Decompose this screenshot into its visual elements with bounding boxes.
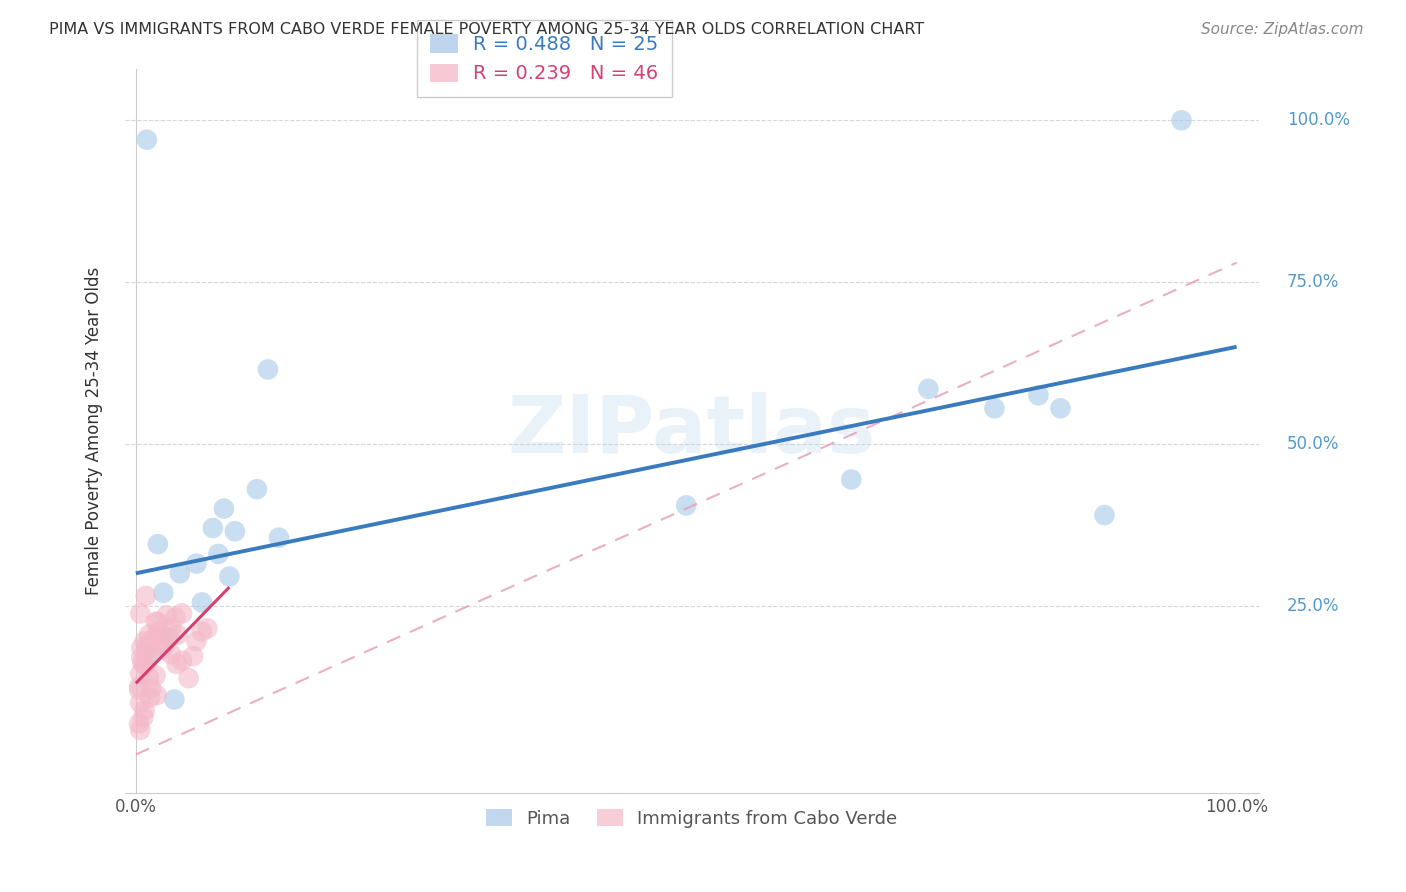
Point xyxy=(145,688,167,702)
Point xyxy=(145,668,167,682)
Point xyxy=(257,362,280,376)
Point xyxy=(170,607,193,621)
Point xyxy=(153,639,176,653)
Point xyxy=(156,608,179,623)
Point xyxy=(212,501,235,516)
Point xyxy=(135,589,157,603)
Point xyxy=(135,640,157,655)
Text: 75.0%: 75.0% xyxy=(1286,273,1340,291)
Point xyxy=(224,524,246,539)
Point xyxy=(160,647,183,661)
Point xyxy=(177,671,200,685)
Point xyxy=(1170,113,1192,128)
Point xyxy=(181,649,204,664)
Point xyxy=(141,647,163,661)
Point xyxy=(135,133,157,147)
Point xyxy=(207,547,229,561)
Text: 50.0%: 50.0% xyxy=(1286,435,1340,453)
Point xyxy=(138,670,160,684)
Point xyxy=(135,642,157,657)
Point xyxy=(134,704,156,718)
Point xyxy=(1094,508,1116,522)
Point xyxy=(146,615,169,629)
Point xyxy=(146,537,169,551)
Point xyxy=(163,692,186,706)
Point xyxy=(149,624,172,639)
Point xyxy=(169,566,191,581)
Point xyxy=(131,656,153,670)
Point xyxy=(141,632,163,647)
Point xyxy=(128,682,150,697)
Point xyxy=(139,690,162,705)
Point xyxy=(191,624,214,639)
Text: 25.0%: 25.0% xyxy=(1286,597,1340,615)
Point xyxy=(1049,401,1071,416)
Point xyxy=(191,595,214,609)
Point xyxy=(983,401,1005,416)
Point xyxy=(165,610,187,624)
Point xyxy=(129,723,152,737)
Text: PIMA VS IMMIGRANTS FROM CABO VERDE FEMALE POVERTY AMONG 25-34 YEAR OLDS CORRELAT: PIMA VS IMMIGRANTS FROM CABO VERDE FEMAL… xyxy=(49,22,925,37)
Y-axis label: Female Poverty Among 25-34 Year Olds: Female Poverty Among 25-34 Year Olds xyxy=(86,267,103,595)
Point xyxy=(136,654,159,668)
Point xyxy=(186,557,208,571)
Point xyxy=(839,473,862,487)
Text: 100.0%: 100.0% xyxy=(1286,112,1350,129)
Point xyxy=(134,658,156,673)
Legend: Pima, Immigrants from Cabo Verde: Pima, Immigrants from Cabo Verde xyxy=(479,802,904,835)
Point xyxy=(157,630,180,644)
Point xyxy=(675,499,697,513)
Point xyxy=(141,681,163,696)
Point xyxy=(131,650,153,665)
Point xyxy=(132,710,155,724)
Point xyxy=(138,628,160,642)
Point xyxy=(129,607,152,621)
Point xyxy=(129,696,152,710)
Point xyxy=(128,680,150,694)
Point xyxy=(157,631,180,645)
Point xyxy=(267,531,290,545)
Point xyxy=(166,657,188,671)
Point xyxy=(146,628,169,642)
Point xyxy=(246,482,269,496)
Text: Source: ZipAtlas.com: Source: ZipAtlas.com xyxy=(1201,22,1364,37)
Point xyxy=(128,716,150,731)
Point xyxy=(201,521,224,535)
Text: ZIPatlas: ZIPatlas xyxy=(508,392,876,470)
Point xyxy=(129,666,152,681)
Point xyxy=(150,639,173,653)
Point xyxy=(134,634,156,648)
Point xyxy=(186,634,208,648)
Point xyxy=(917,382,939,396)
Point xyxy=(160,621,183,635)
Point xyxy=(195,621,218,635)
Point xyxy=(218,569,240,583)
Point xyxy=(131,640,153,655)
Point xyxy=(145,615,167,629)
Point xyxy=(170,654,193,668)
Point xyxy=(152,585,174,599)
Point xyxy=(1028,388,1050,402)
Point xyxy=(150,642,173,657)
Point xyxy=(166,628,188,642)
